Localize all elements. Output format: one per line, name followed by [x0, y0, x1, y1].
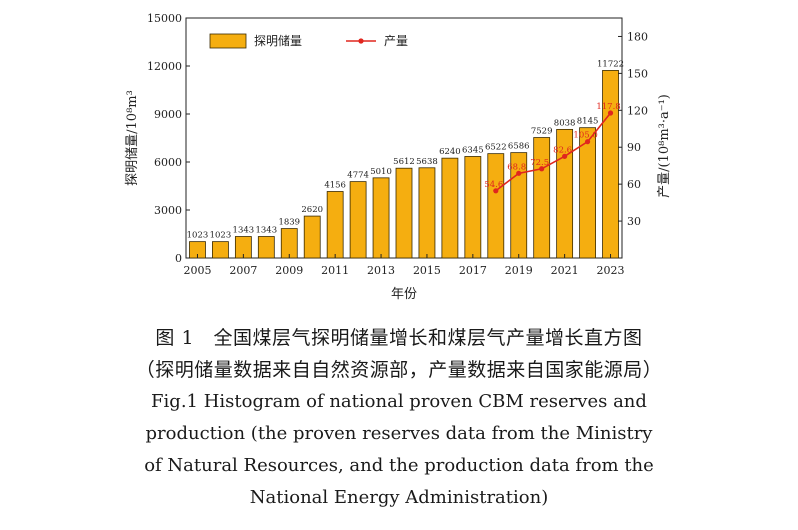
caption-en-line-1: Fig.1 Histogram of national proven CBM r…	[151, 391, 647, 412]
bar-label-2005: 1023	[187, 231, 209, 241]
bar-2009	[280, 228, 298, 259]
production-point-2022	[584, 139, 591, 145]
bar-2014	[395, 167, 413, 259]
x-tick-label-2005: 2005	[183, 264, 211, 277]
bar-label-2020: 7529	[531, 127, 553, 137]
bar-label-2022: 8145	[577, 117, 599, 127]
production-point-2018	[493, 188, 499, 194]
bar-label-2007: 1343	[233, 226, 255, 236]
bar-label-2023: 11722	[597, 59, 624, 69]
bar-label-2014: 5612	[393, 157, 415, 167]
legend-swatch-marker-production	[358, 38, 364, 44]
legend-label-reserves: 探明储量	[254, 33, 302, 48]
caption-en-line-4: National Energy Administration)	[249, 487, 549, 508]
y2-tick-label-60: 60	[627, 178, 641, 191]
production-label-2021: 82.6	[553, 145, 572, 155]
bar-label-2010: 2620	[301, 205, 323, 215]
x-tick-label-2023: 2023	[597, 264, 625, 277]
x-tick-label-2017: 2017	[459, 264, 487, 277]
bar-2012	[349, 181, 367, 259]
bar-label-2006: 1023	[210, 231, 232, 241]
production-label-2018: 54.6	[484, 180, 503, 190]
y-tick-label-0: 0	[175, 252, 182, 265]
bar-2013	[372, 177, 390, 259]
bar-2017	[464, 156, 482, 259]
production-point-2021	[562, 153, 568, 159]
production-label-2020: 72.5	[530, 158, 549, 168]
y-tick-label-3000: 3000	[154, 204, 182, 217]
production-point-2019	[516, 170, 522, 176]
x-axis-title: 年份	[391, 287, 417, 302]
bar-label-2008: 1343	[255, 226, 277, 236]
production-label-2019: 68.8	[507, 162, 526, 172]
y2-tick-label-180: 180	[627, 30, 648, 43]
production-label-2022: 105.0	[573, 131, 597, 141]
production-label-2023: 117.8	[596, 102, 620, 112]
x-tick-label-2007: 2007	[229, 264, 257, 277]
production-point-2023	[607, 110, 614, 116]
caption-en-line-2: production (the proven reserves data fro…	[145, 423, 653, 444]
bar-2023	[602, 70, 619, 259]
bar-2018	[487, 153, 505, 259]
bar-2022	[579, 127, 596, 259]
bar-2016	[441, 157, 459, 259]
bar-2015	[418, 167, 436, 259]
legend-swatch-reserves	[209, 33, 247, 49]
y2-tick-label-30: 30	[627, 215, 641, 228]
bar-label-2021: 8038	[554, 118, 576, 128]
caption-zh-line-2: （探明储量数据来自自然资源部，产量数据来自国家能源局）	[135, 359, 663, 381]
legend-label-production: 产量	[384, 34, 408, 48]
bar-label-2019: 6586	[508, 142, 530, 152]
x-tick-label-2021: 2021	[551, 264, 579, 277]
bar-label-2013: 5010	[370, 167, 392, 177]
bar-label-2017: 6345	[462, 145, 484, 155]
y2-tick-label-90: 90	[627, 141, 641, 154]
figure-caption: 图 1 全国煤层气探明储量增长和煤层气产量增长直方图 （探明储量数据来自自然资源…	[0, 322, 798, 514]
y2-tick-label-120: 120	[627, 104, 648, 117]
bar-2011	[326, 191, 344, 259]
bar-label-2015: 5638	[416, 157, 438, 167]
caption-en-line-3: of Natural Resources, and the production…	[144, 455, 654, 476]
production-point-2020	[539, 166, 545, 172]
x-tick-label-2015: 2015	[413, 264, 441, 277]
y-axis-title: 探明储量/10⁸m³	[125, 90, 140, 186]
y-tick-label-12000: 12000	[147, 60, 182, 73]
bar-2020	[533, 137, 551, 259]
bar-label-2016: 6240	[439, 147, 461, 157]
x-tick-label-2019: 2019	[505, 264, 533, 277]
bar-2006	[212, 241, 229, 259]
y2-axis-title: 产量/(10⁸m³·a⁻¹)	[657, 94, 672, 198]
bar-label-2012: 4774	[347, 171, 369, 181]
y-tick-label-6000: 6000	[154, 156, 182, 169]
x-tick-label-2009: 2009	[275, 264, 303, 277]
bar-2010	[303, 215, 321, 259]
bar-2008	[257, 236, 275, 259]
production-line	[495, 112, 612, 192]
x-tick-label-2011: 2011	[321, 264, 349, 277]
y2-tick-label-150: 150	[627, 67, 648, 80]
bar-label-2009: 1839	[278, 218, 300, 228]
x-tick-label-2013: 2013	[367, 264, 395, 277]
y-tick-label-9000: 9000	[154, 108, 182, 121]
y-tick-label-15000: 15000	[147, 12, 182, 25]
caption-zh-line-1: 图 1 全国煤层气探明储量增长和煤层气产量增长直方图	[155, 327, 643, 349]
bar-label-2018: 6522	[485, 143, 507, 153]
bar-label-2011: 4156	[324, 181, 346, 191]
